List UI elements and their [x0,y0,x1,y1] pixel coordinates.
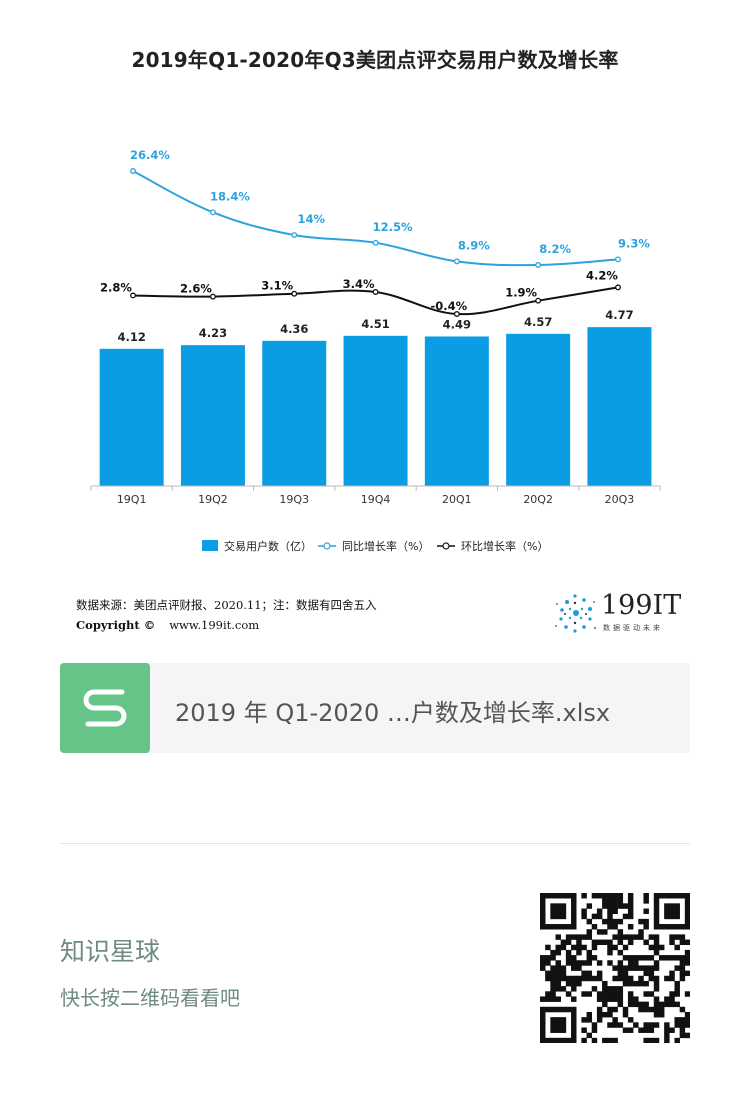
qoq-label-19Q3: 3.1% [261,279,293,293]
yoy-label-20Q1: 8.9% [458,238,490,252]
yoy-point-20Q1 [453,258,460,265]
legend-qoq-label: 环比增长率（%） [461,539,548,553]
x-tick-label-19Q4: 19Q4 [361,493,391,506]
source-note: 数据来源：美团点评财报、2020.11；注：数据有四舍五入 [76,598,377,612]
bar-label-19Q2: 4.23 [199,326,227,340]
bar-20Q1 [424,336,489,486]
bar-label-19Q4: 4.51 [361,317,389,331]
bar-label-20Q1: 4.49 [443,317,471,331]
bar-label-19Q1: 4.12 [117,330,145,344]
yoy-label-19Q2: 18.4% [210,189,250,203]
bar-label-20Q2: 4.57 [524,315,552,329]
bar-label-20Q3: 4.77 [605,308,633,322]
s-letter-icon [83,689,127,727]
qoq-label-19Q4: 3.4% [343,277,375,291]
x-tick-label-19Q2: 19Q2 [198,493,228,506]
yoy-point-20Q3 [615,256,621,263]
yoy-point-19Q2 [209,209,216,216]
x-tick-label-20Q1: 20Q1 [442,493,472,506]
logo-tagline: 数据驱动未来 [603,624,663,632]
qoq-point-20Q2 [535,297,542,304]
bar-19Q2 [180,345,245,486]
divider [60,843,690,844]
bar-19Q4 [343,335,408,486]
qoq-point-19Q2 [209,293,216,300]
yoy-label-19Q3: 14% [297,212,325,226]
yoy-point-20Q2 [535,262,542,268]
spreadsheet-file-icon [60,663,150,753]
x-tick-label-20Q2: 20Q2 [523,493,553,506]
qoq-point-20Q3 [615,284,621,291]
qoq-point-19Q1 [130,292,136,299]
file-attachment-card[interactable]: 2019 年 Q1-2020 …户数及增长率.xlsx [60,663,690,753]
dandelion-logo-icon [555,594,596,633]
yoy-label-20Q2: 8.2% [539,242,571,256]
promo-subtitle: 快长按二维码看看吧 [60,986,240,1010]
file-name: 2019 年 Q1-2020 …户数及增长率.xlsx [175,699,611,727]
yoy-label-20Q3: 9.3% [618,236,650,250]
qoq-label-19Q2: 2.6% [180,282,212,296]
copyright-label: Copyright © [76,618,156,632]
promo-title: 知识星球 [60,937,161,966]
chart-title: 2019年Q1-2020年Q3美团点评交易用户数及增长率 [131,48,619,72]
legend-yoy-marker [323,542,331,550]
bar-20Q2 [506,333,571,486]
legend-yoy-label: 同比增长率（%） [342,539,429,553]
bar-19Q3 [262,340,327,486]
bar-label-19Q3: 4.36 [280,322,308,336]
chart-area: 4.12 4.23 4.36 4.51 4.49 4.57 4.77 26.4% 18.4% 1… [90,148,661,553]
legend-bar-label: 交易用户数（亿） [224,539,312,553]
bar-20Q3 [587,327,652,486]
legend-qoq-marker [442,542,450,550]
qoq-label-20Q2: 1.9% [505,286,537,300]
199it-logo: 199IT 数据驱动未来 [553,590,688,636]
copyright-line: Copyright © www.199it.com [76,618,259,632]
legend-bar-swatch [202,540,218,551]
x-tick-label-19Q1: 19Q1 [117,493,147,506]
x-tick-label-20Q3: 20Q3 [605,493,635,506]
qoq-label-20Q3: 4.2% [586,268,618,282]
qoq-point-19Q4 [372,289,379,295]
copyright-url: www.199it.com [169,618,260,632]
yoy-point-19Q4 [372,239,379,246]
yoy-label-19Q1: 26.4% [130,148,170,162]
qoq-point-19Q3 [291,290,298,297]
qoq-point-20Q1 [453,311,460,317]
qr-code[interactable] [540,893,690,1043]
qoq-label-19Q1: 2.8% [100,280,132,294]
logo-text: 199IT [601,590,682,621]
qoq-label-20Q1: -0.4% [431,299,468,313]
yoy-point-19Q1 [130,168,136,174]
yoy-label-19Q4: 12.5% [373,220,413,234]
bar-19Q1 [99,348,164,486]
x-tick-label-19Q3: 19Q3 [279,493,309,506]
yoy-point-19Q3 [291,232,298,238]
